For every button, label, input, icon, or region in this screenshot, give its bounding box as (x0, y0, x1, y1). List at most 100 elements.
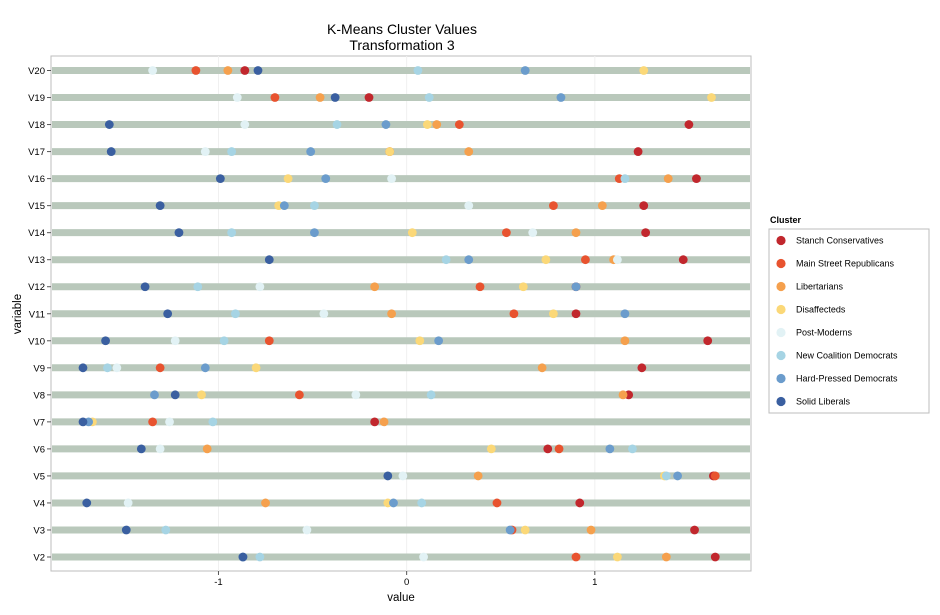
x-axis-label: value (387, 592, 415, 604)
point-new-coalition-democrats-V15 (310, 201, 319, 211)
point-disaffecteds-V13 (541, 255, 551, 265)
y-tick-label-V9: V9 (33, 363, 45, 374)
point-disaffecteds-V19 (707, 93, 716, 102)
point-new-coalition-democrats-V17 (227, 147, 237, 156)
point-hard-pressed-democrats-V20 (520, 66, 530, 75)
point-solid-liberals-V12 (140, 282, 150, 292)
point-libertarians-V12 (370, 282, 380, 292)
point-hard-pressed-democrats-V6 (605, 444, 615, 454)
point-post-moderns-V10 (170, 336, 180, 346)
point-stanch-conservatives-V3 (690, 525, 699, 535)
y-axis-label: variable (12, 294, 24, 334)
point-main-street-republicans-V5 (710, 471, 720, 481)
point-new-coalition-democrats-V3 (161, 525, 171, 535)
point-hard-pressed-democrats-V9 (200, 363, 210, 373)
point-post-moderns-V3 (302, 525, 312, 535)
point-main-street-republicans-V2 (571, 552, 581, 562)
y-tick-label-V13: V13 (28, 255, 45, 266)
point-hard-pressed-democrats-V12 (571, 282, 581, 292)
point-hard-pressed-democrats-V17 (306, 147, 316, 156)
point-post-moderns-V20 (148, 66, 158, 75)
point-new-coalition-democrats-V10 (219, 336, 229, 346)
point-hard-pressed-democrats-V3 (505, 525, 515, 535)
legend-label-7: Solid Liberals (796, 397, 851, 407)
point-hard-pressed-democrats-V15 (279, 201, 289, 211)
point-main-street-republicans-V8 (294, 390, 304, 400)
y-tick-label-V20: V20 (28, 66, 45, 77)
x-tick-label-1: 0 (404, 577, 409, 588)
legend-label-3: Disaffecteds (796, 305, 846, 315)
point-libertarians-V10 (620, 336, 630, 346)
legend-label-2: Libertarians (796, 282, 844, 292)
point-main-street-republicans-V13 (581, 255, 590, 265)
point-main-street-republicans-V14 (501, 228, 511, 238)
point-post-moderns-V18 (240, 120, 250, 129)
point-stanch-conservatives-V15 (639, 201, 649, 211)
y-tick-label-V2: V2 (33, 553, 45, 564)
point-libertarians-V7 (379, 417, 389, 427)
point-new-coalition-democrats-V13 (441, 255, 451, 265)
y-tick-label-V8: V8 (33, 390, 45, 401)
legend-label-4: Post-Moderns (796, 328, 853, 338)
point-post-moderns-V11 (319, 309, 329, 319)
point-main-street-republicans-V11 (509, 309, 519, 319)
point-disaffecteds-V12 (518, 282, 528, 292)
point-disaffecteds-V3 (520, 525, 530, 535)
point-stanch-conservatives-V4 (575, 498, 585, 508)
point-solid-liberals-V8 (170, 390, 180, 400)
point-new-coalition-democrats-V8 (426, 390, 436, 400)
point-hard-pressed-democrats-V8 (150, 390, 159, 400)
point-libertarians-V5 (473, 471, 483, 481)
point-disaffecteds-V16 (283, 174, 293, 184)
point-disaffecteds-V14 (407, 228, 417, 238)
data-points (78, 66, 720, 562)
legend-label-0: Stanch Conservatives (796, 236, 884, 246)
point-hard-pressed-democrats-V19 (556, 93, 566, 102)
point-main-street-republicans-V18 (454, 120, 464, 129)
point-post-moderns-V19 (232, 93, 242, 102)
y-tick-label-V11: V11 (29, 309, 45, 320)
y-tick-label-V19: V19 (28, 93, 45, 104)
point-new-coalition-democrats-V11 (231, 309, 240, 319)
legend-key-1 (776, 258, 786, 269)
legend-key-7 (776, 396, 786, 407)
point-solid-liberals-V10 (101, 336, 110, 346)
point-disaffecteds-V20 (639, 66, 649, 75)
point-new-coalition-democrats-V18 (332, 120, 342, 129)
point-hard-pressed-democrats-V18 (381, 120, 391, 129)
point-solid-liberals-V19 (330, 93, 340, 102)
point-main-street-republicans-V7 (148, 417, 158, 427)
point-post-moderns-V5 (398, 471, 408, 481)
legend-key-3 (776, 304, 786, 315)
point-post-moderns-V6 (155, 444, 165, 454)
point-disaffecteds-V18 (422, 120, 432, 129)
point-solid-liberals-V7 (78, 417, 88, 427)
y-tick-label-V17: V17 (28, 147, 45, 158)
point-hard-pressed-democrats-V5 (673, 471, 683, 481)
legend-key-5 (776, 350, 786, 361)
point-libertarians-V2 (661, 552, 671, 562)
point-new-coalition-democrats-V12 (193, 282, 203, 292)
point-post-moderns-V12 (255, 282, 265, 292)
point-main-street-republicans-V10 (264, 336, 274, 346)
y-tick-label-V4: V4 (33, 498, 45, 509)
point-stanch-conservatives-V14 (641, 228, 651, 238)
legend-title: Cluster (770, 215, 802, 225)
point-stanch-conservatives-V17 (633, 147, 643, 156)
point-stanch-conservatives-V9 (637, 363, 647, 373)
point-disaffecteds-V9 (251, 363, 261, 373)
y-tick-label-V15: V15 (28, 201, 45, 212)
point-solid-liberals-V20 (253, 66, 263, 75)
legend-label-6: Hard-Pressed Democrats (796, 374, 898, 384)
point-stanch-conservatives-V10 (703, 336, 713, 346)
point-main-street-republicans-V6 (554, 444, 564, 454)
legend-label-5: New Coalition Democrats (796, 351, 898, 361)
point-post-moderns-V4 (123, 498, 133, 508)
point-new-coalition-democrats-V4 (417, 498, 427, 508)
point-post-moderns-V16 (387, 174, 396, 184)
y-axis-ticks: V2 V3 V4 V5 V6 V7 V8 V9 V10 V11 V12 V13 V14 V15 V16 V17… (28, 66, 51, 564)
point-solid-liberals-V4 (82, 498, 92, 508)
point-new-coalition-democrats-V19 (424, 93, 434, 102)
point-stanch-conservatives-V13 (678, 255, 688, 265)
point-libertarians-V19 (315, 93, 325, 102)
